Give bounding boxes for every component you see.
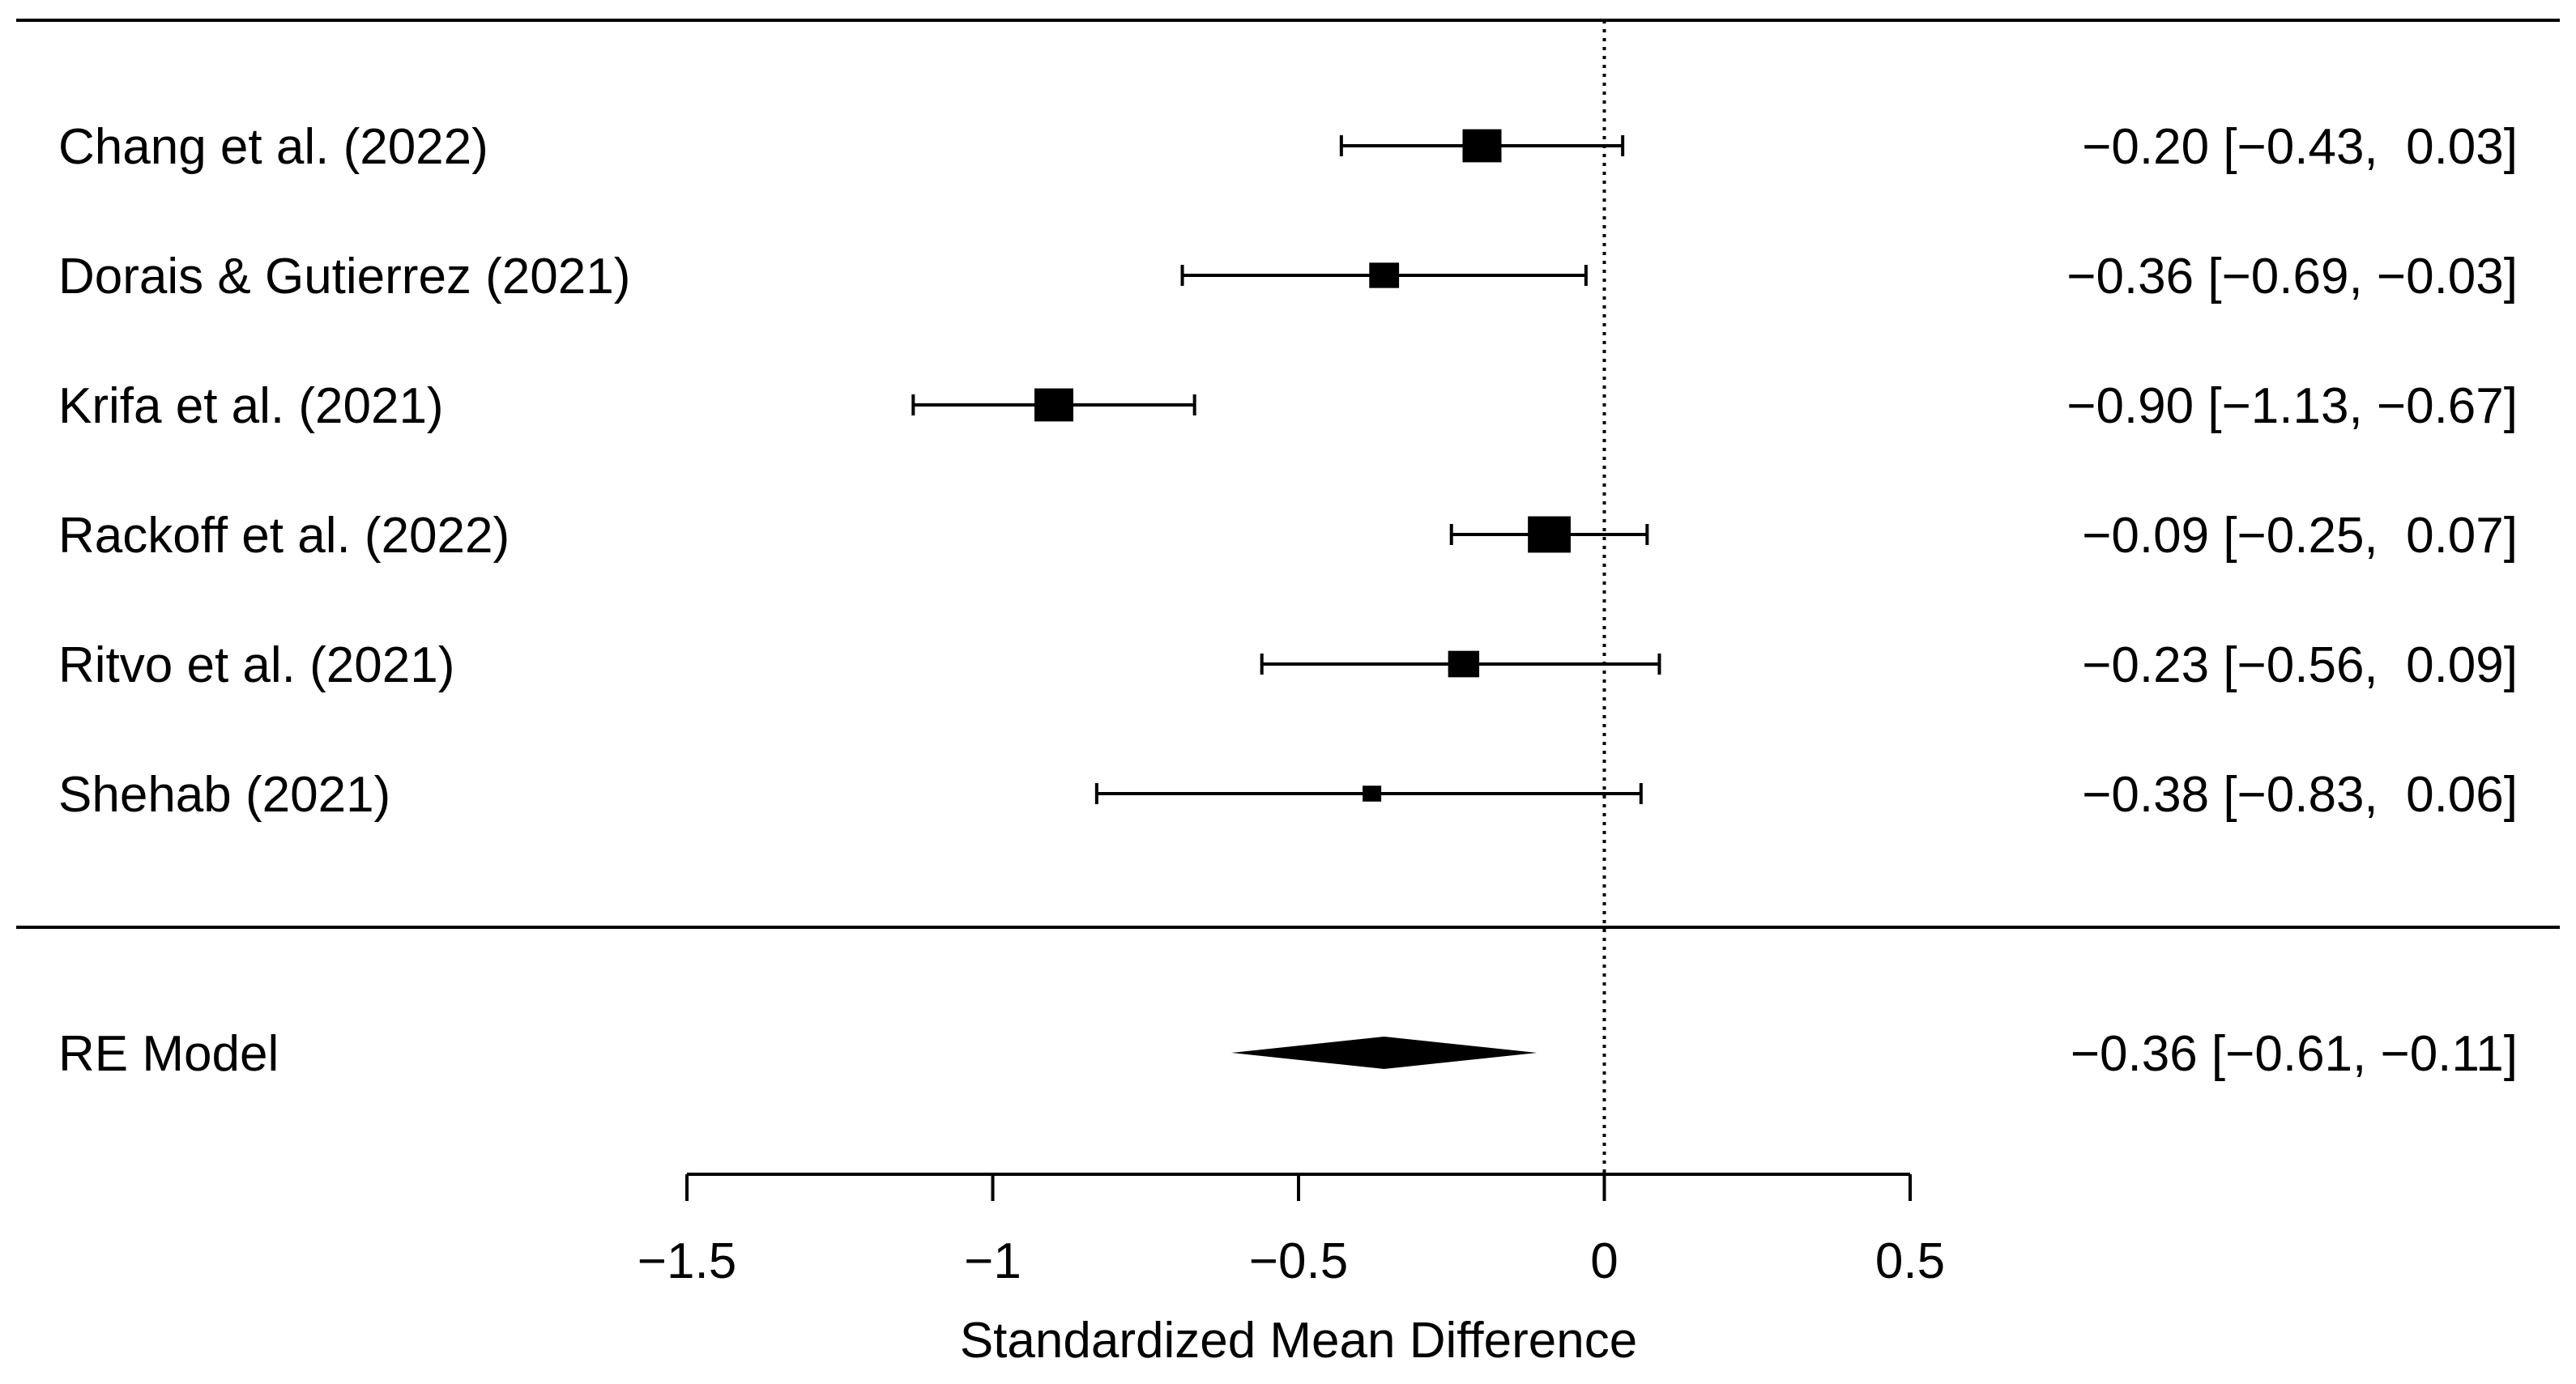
- study-row: Krifa et al. (2021) −0.90 [−1.13, −0.67]: [58, 378, 2518, 434]
- study-estimate-ci: −0.23 [−0.56, 0.09]: [2082, 637, 2518, 693]
- x-tick-label: −1: [964, 1233, 1021, 1289]
- x-tick-label: −1.5: [638, 1233, 736, 1289]
- study-label: Chang et al. (2022): [58, 119, 488, 175]
- point-estimate-square: [1369, 262, 1400, 288]
- x-tick-label: 0.5: [1875, 1233, 1945, 1289]
- study-row: Rackoff et al. (2022) −0.09 [−0.25, 0.07]: [58, 508, 2518, 564]
- study-rows: Chang et al. (2022) −0.20 [−0.43, 0.03] Do…: [58, 119, 2518, 823]
- point-estimate-square: [1528, 516, 1571, 553]
- x-axis-title: Standardized Mean Difference: [960, 1313, 1637, 1369]
- study-label: Krifa et al. (2021): [58, 378, 444, 434]
- study-estimate-ci: −0.09 [−0.25, 0.07]: [2082, 508, 2518, 564]
- point-estimate-square: [1462, 129, 1502, 163]
- study-estimate-ci: −0.90 [−1.13, −0.67]: [2066, 378, 2518, 434]
- study-label: Shehab (2021): [58, 767, 390, 823]
- summary-row: RE Model −0.36 [−0.61, −0.11]: [58, 1026, 2518, 1082]
- study-row: Chang et al. (2022) −0.20 [−0.43, 0.03]: [58, 119, 2518, 175]
- study-estimate-ci: −0.36 [−0.69, −0.03]: [2066, 249, 2518, 304]
- point-estimate-square: [1034, 388, 1073, 422]
- point-estimate-square: [1363, 786, 1382, 802]
- summary-estimate-ci: −0.36 [−0.61, −0.11]: [2071, 1026, 2518, 1082]
- x-tick-label: −0.5: [1249, 1233, 1348, 1289]
- study-estimate-ci: −0.38 [−0.83, 0.06]: [2082, 767, 2518, 823]
- summary-label: RE Model: [58, 1026, 279, 1082]
- study-estimate-ci: −0.20 [−0.43, 0.03]: [2082, 119, 2518, 175]
- summary-diamond: [1230, 1037, 1537, 1069]
- study-label: Dorais & Gutierrez (2021): [58, 249, 630, 304]
- study-row: Ritvo et al. (2021) −0.23 [−0.56, 0.09]: [58, 637, 2518, 693]
- study-label: Rackoff et al. (2022): [58, 508, 510, 564]
- study-label: Ritvo et al. (2021): [58, 637, 454, 693]
- study-row: Dorais & Gutierrez (2021) −0.36 [−0.69, −…: [58, 249, 2518, 304]
- point-estimate-square: [1448, 650, 1480, 678]
- x-tick-label: 0: [1590, 1233, 1618, 1289]
- study-row: Shehab (2021) −0.38 [−0.83, 0.06]: [58, 767, 2518, 823]
- x-axis: −1.5 −1 −0.5 0 0.5: [638, 1173, 1945, 1289]
